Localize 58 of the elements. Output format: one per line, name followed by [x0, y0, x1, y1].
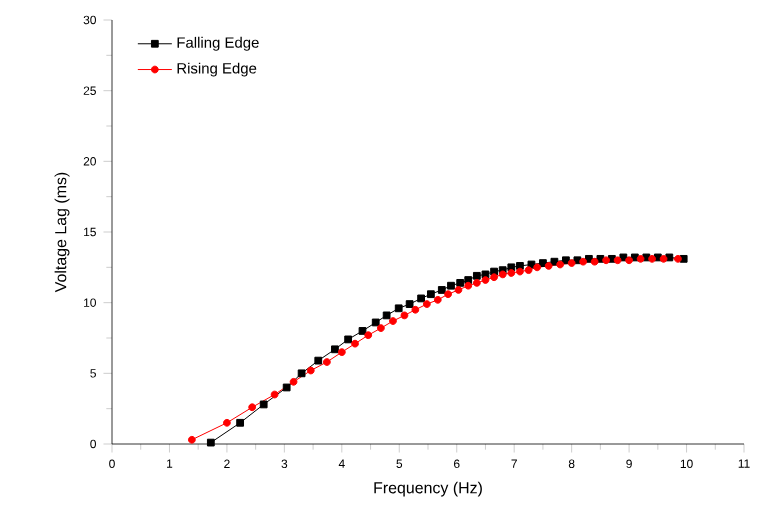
point: [613, 256, 622, 265]
point: [289, 377, 298, 386]
point: [433, 295, 442, 304]
point: [351, 339, 359, 348]
point: [579, 257, 588, 266]
point: [405, 300, 414, 308]
point: [602, 256, 610, 265]
point: [447, 281, 455, 290]
point: [437, 286, 446, 294]
point: [516, 267, 524, 276]
point: [422, 300, 431, 308]
point: [674, 254, 682, 263]
point: [556, 260, 565, 269]
point: [364, 331, 373, 340]
point: [394, 304, 403, 313]
point: [344, 335, 353, 344]
point: [648, 254, 656, 263]
point: [270, 390, 279, 399]
point: [337, 348, 346, 357]
point: [590, 257, 599, 266]
point: [625, 256, 633, 265]
point: [417, 294, 425, 303]
point: [248, 403, 257, 412]
point: [544, 262, 553, 270]
point: [259, 400, 268, 409]
point: [389, 317, 397, 325]
point: [400, 311, 409, 320]
point: [567, 259, 576, 267]
point: [426, 290, 435, 299]
point: [322, 358, 331, 366]
point: [377, 324, 385, 332]
point: [236, 418, 245, 427]
point: [454, 286, 463, 294]
point: [490, 273, 498, 282]
point: [481, 276, 490, 284]
point: [314, 356, 323, 365]
point: [464, 281, 473, 290]
point: [659, 254, 668, 263]
point: [636, 254, 645, 263]
point: [411, 305, 420, 314]
point: [679, 254, 688, 263]
point: [444, 290, 452, 299]
point: [282, 383, 291, 392]
point: [524, 266, 533, 275]
point: [206, 438, 215, 447]
point: [472, 271, 481, 280]
point: [223, 418, 231, 427]
point: [382, 311, 391, 320]
point: [533, 263, 542, 272]
point: [507, 269, 516, 277]
point: [306, 366, 315, 375]
point: [371, 318, 380, 327]
point: [456, 278, 465, 287]
point: [331, 345, 339, 354]
point: [358, 327, 367, 335]
point: [187, 435, 196, 444]
point: [297, 369, 306, 378]
point: [472, 278, 481, 287]
